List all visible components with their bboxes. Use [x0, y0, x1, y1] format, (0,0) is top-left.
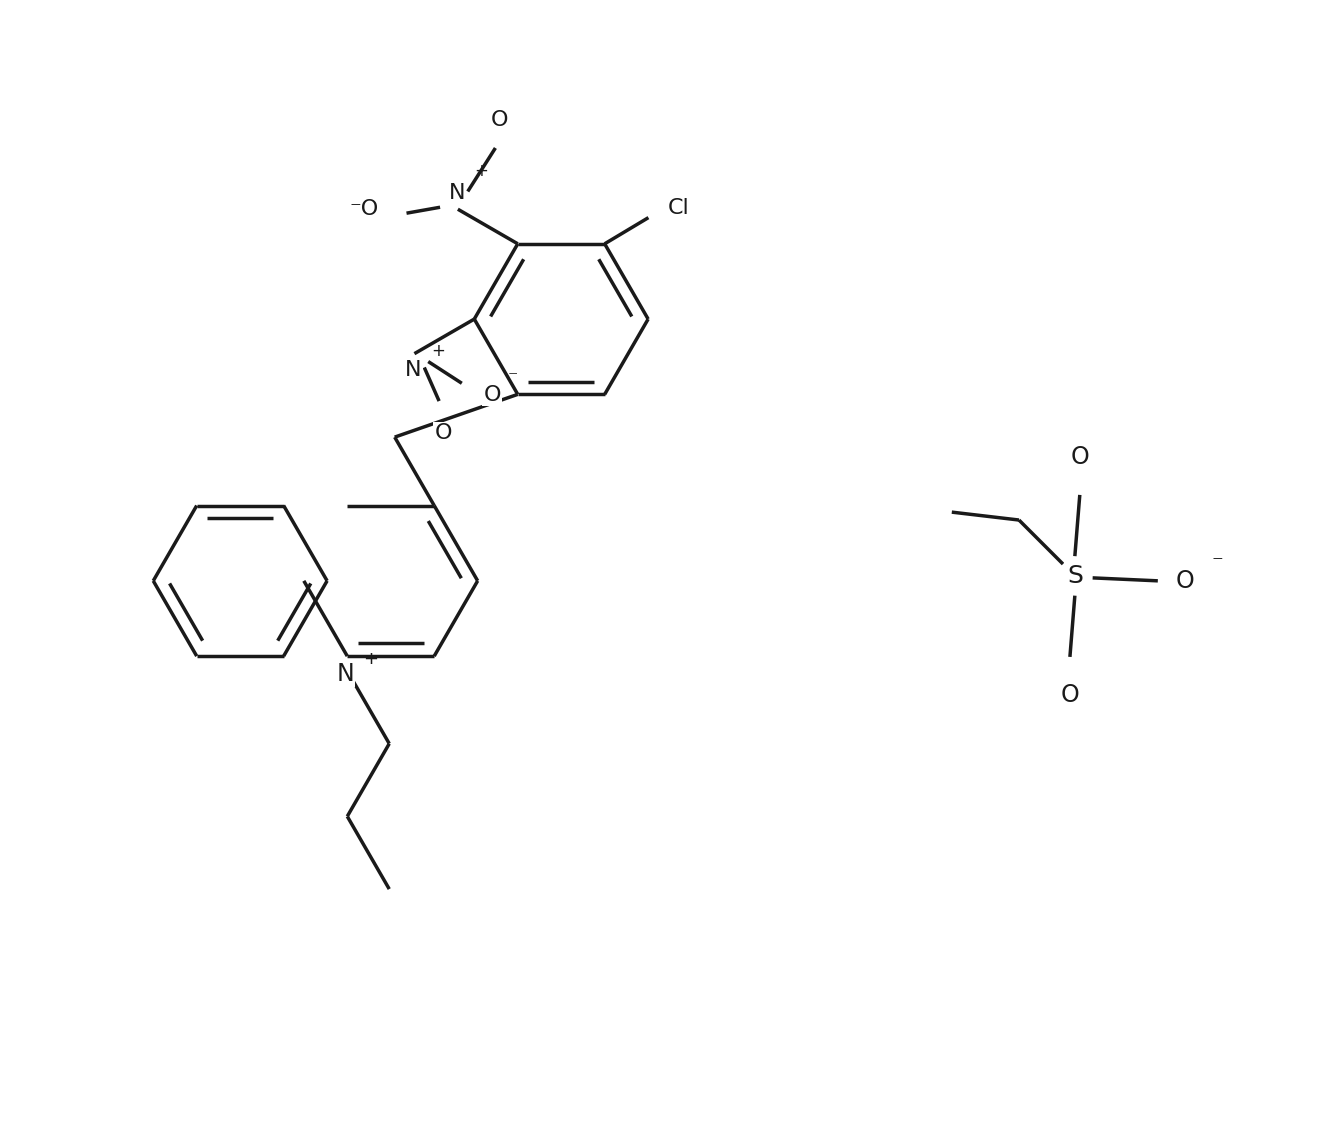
- Text: ⁻: ⁻: [507, 368, 518, 387]
- Text: +: +: [431, 342, 445, 360]
- Text: O: O: [1176, 569, 1194, 593]
- Text: O: O: [490, 110, 509, 131]
- Text: N: N: [336, 662, 355, 686]
- Text: O: O: [484, 385, 501, 406]
- Text: N: N: [405, 360, 422, 379]
- Text: ⁻: ⁻: [1211, 553, 1223, 573]
- Text: S: S: [1066, 563, 1083, 588]
- Text: Cl: Cl: [668, 198, 689, 218]
- Text: +: +: [474, 161, 489, 179]
- Text: +: +: [364, 650, 378, 668]
- Text: N: N: [448, 183, 465, 203]
- Text: O: O: [435, 423, 452, 443]
- Text: O: O: [1061, 683, 1079, 707]
- Text: ⁻O: ⁻O: [349, 199, 378, 219]
- Text: O: O: [1070, 445, 1089, 469]
